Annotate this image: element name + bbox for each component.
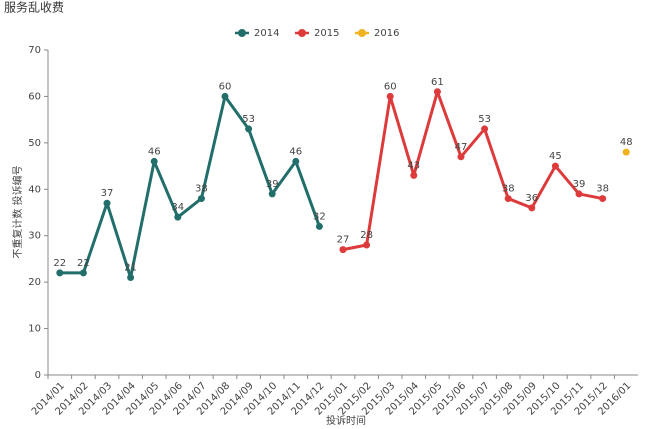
value-label: 48 xyxy=(620,137,633,148)
value-label: 39 xyxy=(573,179,586,190)
point xyxy=(410,171,418,179)
point xyxy=(363,241,371,249)
value-label: 60 xyxy=(219,81,232,92)
point xyxy=(150,157,158,165)
chart-title: 服务乱收费 xyxy=(4,0,64,15)
point xyxy=(622,148,630,156)
point xyxy=(481,125,489,133)
point xyxy=(457,153,465,161)
y-tick-label: 0 xyxy=(35,370,41,381)
point xyxy=(174,213,182,221)
point xyxy=(528,204,536,212)
point xyxy=(221,92,229,100)
value-label: 47 xyxy=(455,142,468,153)
y-tick-label: 10 xyxy=(28,324,41,335)
legend-label: 2014 xyxy=(254,28,279,39)
y-tick-label: 30 xyxy=(28,231,41,242)
value-label: 39 xyxy=(266,179,279,190)
point xyxy=(504,195,512,203)
value-label: 46 xyxy=(148,146,161,157)
value-label: 53 xyxy=(478,114,491,125)
value-label: 61 xyxy=(431,77,444,88)
x-axis-label: 投诉时间 xyxy=(326,414,366,427)
y-tick-label: 20 xyxy=(28,277,41,288)
value-label: 38 xyxy=(502,184,515,195)
point xyxy=(575,190,583,198)
legend-marker xyxy=(298,29,306,37)
point xyxy=(103,199,111,207)
point xyxy=(56,269,64,277)
y-axis-label: 不重复计数 投诉编号 xyxy=(11,165,24,258)
value-label: 37 xyxy=(101,188,114,199)
series-line xyxy=(59,94,321,279)
point xyxy=(599,195,607,203)
point xyxy=(551,162,559,170)
value-label: 45 xyxy=(549,151,562,162)
y-tick-label: 60 xyxy=(28,91,41,102)
value-label: 34 xyxy=(171,202,184,213)
value-label: 21 xyxy=(124,263,137,274)
value-label: 28 xyxy=(360,230,373,241)
legend-label: 2016 xyxy=(374,28,399,39)
value-label: 22 xyxy=(77,258,90,269)
value-label: 60 xyxy=(384,81,397,92)
point xyxy=(245,125,253,133)
y-tick-label: 70 xyxy=(28,45,41,56)
value-label: 22 xyxy=(53,258,66,269)
point xyxy=(386,92,394,100)
value-label: 38 xyxy=(596,184,609,195)
y-tick-label: 50 xyxy=(28,138,41,149)
point xyxy=(339,246,347,254)
point xyxy=(315,222,323,230)
legend-marker xyxy=(238,29,246,37)
value-label: 38 xyxy=(195,184,208,195)
series-line xyxy=(342,90,603,252)
point xyxy=(79,269,87,277)
value-label: 36 xyxy=(525,193,538,204)
value-label: 43 xyxy=(407,160,420,171)
value-label: 27 xyxy=(337,235,350,246)
value-label: 46 xyxy=(289,146,302,157)
point xyxy=(268,190,276,198)
value-label: 53 xyxy=(242,114,255,125)
point xyxy=(127,274,135,281)
y-tick-label: 40 xyxy=(28,184,41,195)
point xyxy=(433,88,441,96)
legend-marker xyxy=(358,29,366,37)
legend-label: 2015 xyxy=(314,28,339,39)
value-label: 32 xyxy=(313,211,326,222)
point xyxy=(292,157,300,165)
point xyxy=(197,195,205,203)
